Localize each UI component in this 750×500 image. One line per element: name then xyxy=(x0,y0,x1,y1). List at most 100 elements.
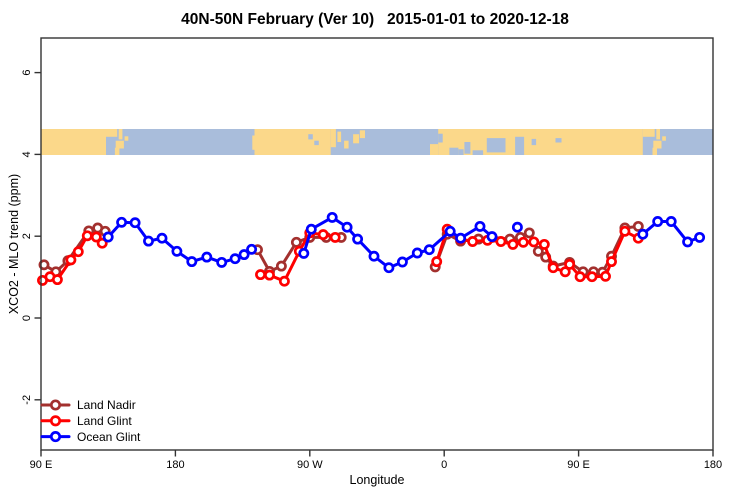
x-tick-label: 0 xyxy=(441,459,447,471)
map-strip-water-segment xyxy=(515,136,525,155)
map-strip-land-segment xyxy=(359,130,365,139)
map-strip-land-segment xyxy=(656,129,660,140)
map-strip-water-segment xyxy=(314,140,319,146)
legend-marker-2 xyxy=(49,431,62,443)
data-point-land-glint xyxy=(528,236,540,248)
x-axis-label: Longitude xyxy=(350,473,405,487)
data-point-land-nadir xyxy=(290,236,302,248)
data-point-ocean-glint xyxy=(216,256,228,268)
x-tick-label: 90 E xyxy=(30,459,53,471)
data-point-land-glint xyxy=(96,237,108,249)
map-strip-land-segment xyxy=(118,129,123,140)
legend-marker-0 xyxy=(49,399,62,411)
data-point-ocean-glint xyxy=(156,232,168,244)
data-point-land-glint xyxy=(538,238,550,250)
data-point-ocean-glint xyxy=(411,247,423,259)
data-point-land-glint xyxy=(619,225,631,237)
x-tick-label: 180 xyxy=(166,459,184,471)
y-tick-label: 6 xyxy=(21,70,33,76)
data-point-land-nadir xyxy=(532,245,544,257)
map-strip-land-segment xyxy=(430,144,439,155)
data-point-land-glint xyxy=(606,256,617,268)
data-point-ocean-glint xyxy=(298,247,310,259)
data-point-ocean-glint xyxy=(341,221,353,233)
map-strip-land-segment xyxy=(106,129,118,137)
data-point-land-glint xyxy=(90,231,102,243)
data-point-land-glint xyxy=(574,271,586,283)
data-point-ocean-glint xyxy=(444,225,456,237)
data-point-ocean-glint xyxy=(116,216,128,228)
map-strip-water-segment xyxy=(531,138,537,146)
map-strip-land-segment xyxy=(344,140,349,149)
map-strip-land-segment xyxy=(337,131,342,142)
data-point-land-glint xyxy=(517,236,529,248)
data-point-land-nadir xyxy=(523,227,535,239)
data-point-land-nadir xyxy=(38,259,50,271)
map-strip-land-segment xyxy=(330,129,336,148)
data-point-ocean-glint xyxy=(511,221,523,233)
data-point-ocean-glint xyxy=(238,249,250,261)
map-strip-water-segment xyxy=(449,147,459,155)
y-axis-label: XCO2 - MLO trend (ppm) xyxy=(7,174,21,314)
data-point-land-glint xyxy=(600,270,611,282)
data-point-ocean-glint xyxy=(201,251,213,263)
map-strip-water-segment xyxy=(458,149,464,155)
map-strip-land-segment xyxy=(115,140,124,149)
data-point-ocean-glint xyxy=(352,233,364,245)
data-point-ocean-glint xyxy=(665,216,677,227)
map-strip-water-segment xyxy=(486,138,506,153)
data-point-land-glint xyxy=(467,236,479,247)
data-point-ocean-glint xyxy=(682,236,694,248)
data-point-land-glint xyxy=(255,269,266,281)
map-strip-water-segment xyxy=(308,134,313,140)
map-strip-land-segment xyxy=(662,136,666,141)
map-strip-land-segment xyxy=(652,147,657,155)
data-point-land-glint xyxy=(72,246,84,258)
y-tick-label: 4 xyxy=(21,151,33,157)
y-tick-label: -2 xyxy=(21,395,33,405)
legend-label: Ocean Glint xyxy=(77,430,141,444)
data-point-land-glint xyxy=(559,266,571,278)
y-tick-label: 0 xyxy=(21,315,33,321)
plot-box xyxy=(40,37,714,451)
data-point-ocean-glint xyxy=(143,235,154,247)
data-point-ocean-glint xyxy=(694,231,706,243)
data-point-land-nadir xyxy=(275,260,287,272)
data-point-land-glint xyxy=(51,274,63,286)
data-point-land-glint xyxy=(586,271,598,283)
chart-title: 40N-50N February (Ver 10) 2015-01-01 to … xyxy=(181,11,569,28)
data-point-ocean-glint xyxy=(129,217,141,229)
data-point-ocean-glint xyxy=(474,220,486,232)
data-point-land-glint xyxy=(278,275,290,287)
data-point-ocean-glint xyxy=(102,231,114,243)
data-point-land-glint xyxy=(81,230,93,242)
y-tick-label: 2 xyxy=(21,233,33,239)
data-point-ocean-glint xyxy=(396,256,408,268)
legend-label: Land Nadir xyxy=(77,398,136,412)
data-point-land-glint xyxy=(317,229,329,241)
data-point-ocean-glint xyxy=(455,232,467,244)
data-point-land-glint xyxy=(495,236,507,247)
map-strip-water-segment xyxy=(472,150,484,155)
legend-label: Land Glint xyxy=(77,414,132,428)
x-tick-label: 180 xyxy=(704,459,722,471)
map-strip-land-segment xyxy=(353,134,360,144)
data-point-ocean-glint xyxy=(637,228,649,240)
data-point-land-glint xyxy=(564,258,576,270)
x-tick-label: 90 E xyxy=(567,459,590,471)
data-point-land-glint xyxy=(329,231,341,243)
series-line-ocean-glint xyxy=(106,220,254,264)
map-strip-land-segment xyxy=(252,135,255,150)
map-strip-water-segment xyxy=(555,138,562,143)
map-strip-water-segment xyxy=(464,142,471,154)
map-strip-land-segment xyxy=(124,136,129,141)
data-point-ocean-glint xyxy=(186,256,198,268)
data-point-ocean-glint xyxy=(305,223,317,235)
data-point-land-glint xyxy=(65,254,77,266)
data-point-ocean-glint xyxy=(423,244,435,256)
data-point-land-glint xyxy=(431,256,443,268)
map-strip-land-segment xyxy=(41,129,106,155)
data-point-land-glint xyxy=(264,269,275,281)
data-point-land-nadir xyxy=(632,220,644,232)
